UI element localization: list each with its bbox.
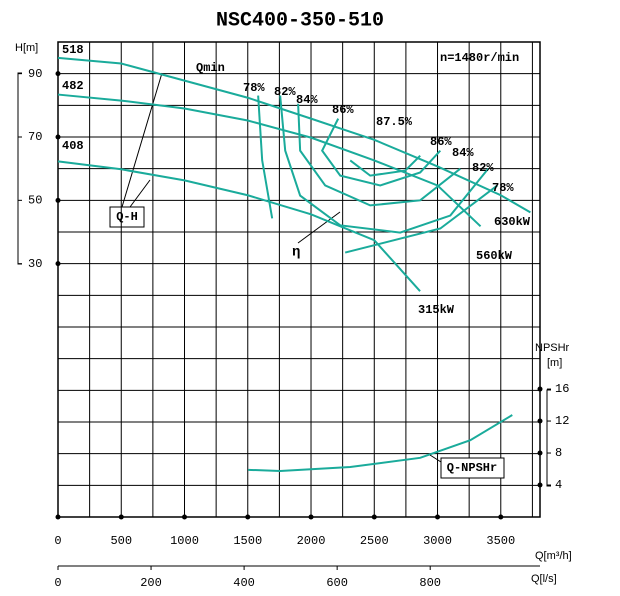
x-tick-label: 1500: [233, 534, 262, 548]
y-tick-label: 50: [28, 194, 42, 208]
x-tick-label: 2000: [297, 534, 326, 548]
qh-box: [109, 206, 145, 228]
tick-dot: [55, 514, 61, 520]
x2-tick-label: 0: [54, 576, 61, 590]
curve: [257, 95, 498, 254]
qh-label: Q-H: [116, 210, 138, 224]
curve-label: 84%: [296, 93, 318, 107]
x-axis-label: Q[m³/h]: [535, 550, 572, 562]
tick-dot: [537, 418, 543, 424]
curve-label: 78%: [492, 181, 514, 195]
npsh-box: [440, 457, 505, 479]
curve: [279, 95, 490, 234]
tick-dot: [435, 514, 441, 520]
tick-dot: [498, 514, 504, 520]
curve-label: 82%: [472, 161, 494, 175]
tick-dot: [537, 450, 543, 456]
curve-label: 482: [62, 79, 84, 93]
x2-axis-label: Q[l/s]: [531, 573, 557, 585]
curve-label: 86%: [430, 135, 452, 149]
speed-label: n=1480r/min: [440, 51, 519, 65]
x2-tick-label: 600: [326, 576, 348, 590]
curve-label: 408: [62, 139, 84, 153]
chart-title: NSC400-350-510: [216, 9, 384, 32]
curve: [248, 414, 513, 473]
curve-label: 87.5%: [376, 115, 413, 129]
x-tick-label: 3500: [486, 534, 515, 548]
x-tick-label: 3000: [423, 534, 452, 548]
y-tick-label: 70: [28, 130, 42, 144]
y2-tick-label: 8: [555, 446, 562, 460]
leader-line: [297, 211, 341, 244]
x2-tick-label: 800: [419, 576, 441, 590]
y-tick-label: 30: [28, 257, 42, 271]
leader-line: [429, 454, 442, 463]
plot-frame: [57, 41, 541, 518]
y2-axis-label: NPSHr: [535, 342, 570, 354]
y2-tick-label: 16: [555, 382, 569, 396]
curve-label: 82%: [274, 85, 296, 99]
qmin-label: Qmin: [196, 61, 225, 75]
leader-line: [121, 72, 163, 208]
y2-tick-label: 4: [555, 478, 562, 492]
curve-label: 315kW: [418, 303, 455, 317]
curve: [349, 154, 421, 177]
tick-dot: [537, 386, 543, 392]
curve: [297, 103, 461, 207]
curve-label: 560kW: [476, 249, 513, 263]
x2-tick-label: 400: [233, 576, 255, 590]
tick-dot: [308, 514, 314, 520]
y-tick-label: 90: [28, 67, 42, 81]
curve: [57, 160, 421, 292]
tick-dot: [537, 482, 543, 488]
tick-dot: [55, 71, 61, 77]
x2-tick-label: 200: [140, 576, 162, 590]
tick-dot: [55, 134, 61, 140]
plot: 0 500 1000 1500 2000 2500 3000 3500 0 200 400 600 80…: [18, 41, 569, 590]
tick-dot: [55, 261, 61, 267]
tick-dot: [371, 514, 377, 520]
curve-label: 84%: [452, 146, 474, 160]
x-tick-label: 1000: [170, 534, 199, 548]
curve-label: Q-NPSHr: [447, 461, 497, 475]
curve-label: 518: [62, 43, 84, 57]
x-tick-label: 500: [110, 534, 132, 548]
tick-dot: [118, 514, 124, 520]
tick-dot: [182, 514, 188, 520]
x-tick-label: 2500: [360, 534, 389, 548]
curve: [57, 93, 482, 228]
y2-axis-unit: [m]: [547, 357, 562, 369]
tick-dot: [245, 514, 251, 520]
curve-label: 86%: [332, 103, 354, 117]
curve-label: 78%: [243, 81, 265, 95]
x-tick-label: 0: [54, 534, 61, 548]
y2-tick-label: 12: [555, 414, 569, 428]
eta-label: η: [292, 245, 300, 261]
tick-dot: [55, 197, 61, 203]
curve: [57, 56, 531, 214]
curve: [320, 118, 442, 187]
y-axis-label: H[m]: [15, 42, 38, 54]
curve-label: 630kW: [494, 215, 531, 229]
